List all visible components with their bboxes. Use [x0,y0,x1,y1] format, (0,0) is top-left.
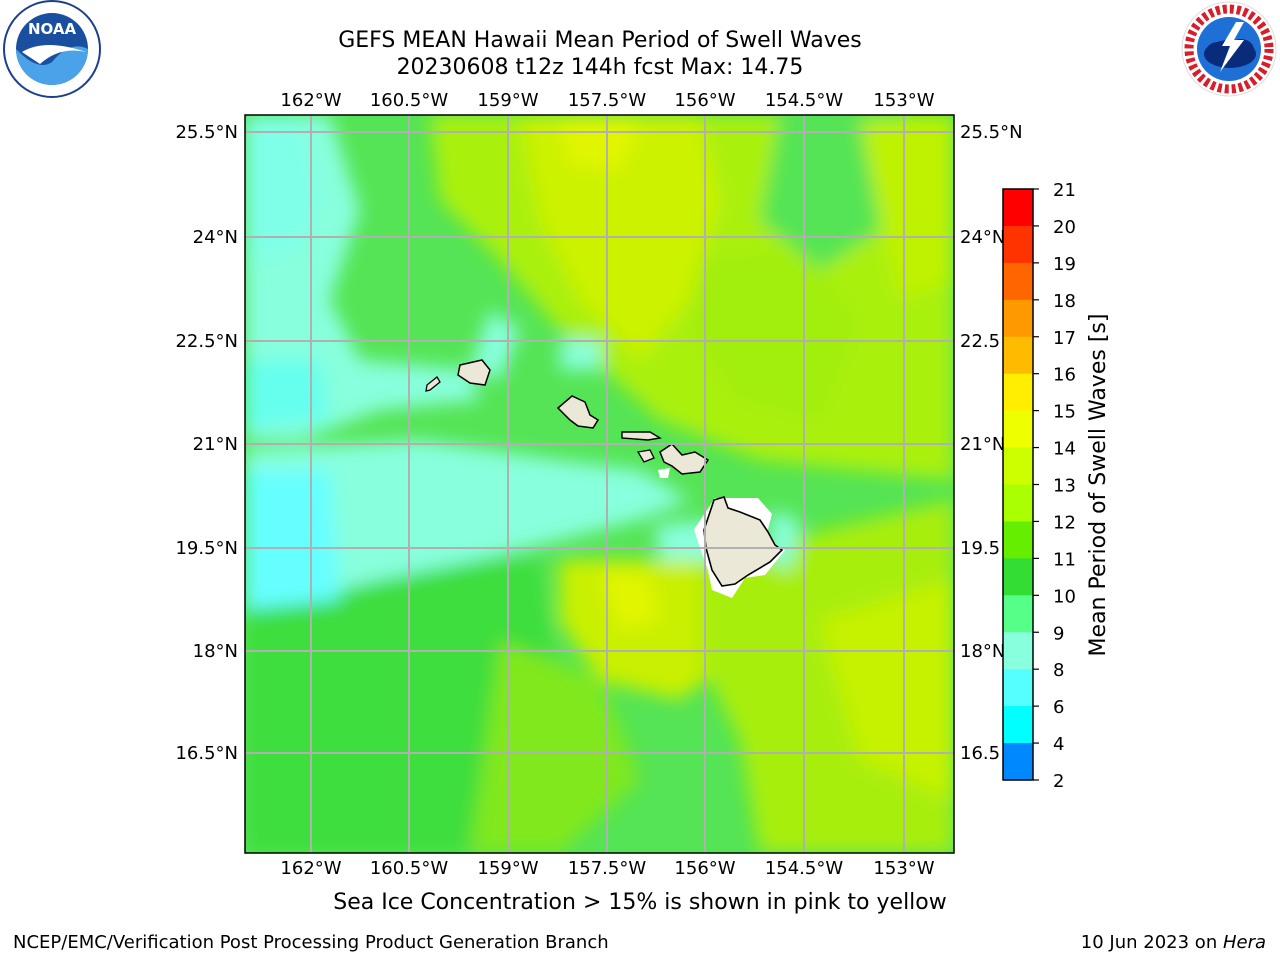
lat-tick-right: 24°N [960,227,1005,248]
colorbar-tick-label: 10 [1053,586,1076,607]
island-kauai [457,359,491,386]
footer-host: Hera [1222,932,1266,953]
colorbar-tick-label: 9 [1053,623,1064,644]
noaa-logo-text: NOAA [28,20,77,38]
latitude-ticks-right: 25.5°N 24°N 22.5 21°N 19.5 18°N 16.5 [960,122,1023,764]
footer-date: 10 Jun 2023 on Hera [1081,932,1266,953]
lon-tick-bottom: 160.5°W [370,858,449,879]
lon-tick-top: 157.5°W [568,90,647,111]
colorbar-tick-label: 14 [1053,439,1076,460]
lat-tick-right: 18°N [960,641,1005,662]
lat-tick-right: 25.5°N [960,122,1023,143]
lon-tick-top: 160.5°W [370,90,449,111]
map-subtitle: 20230608 t12z 144h fcst Max: 14.75 [396,55,804,80]
sea-ice-caption: Sea Ice Concentration > 15% is shown in … [333,890,947,915]
colorbar-band [1003,447,1033,485]
lon-tick-bottom: 157.5°W [568,858,647,879]
lat-tick-left: 25.5°N [175,122,238,143]
colorbar-tick-label: 2 [1053,771,1064,792]
colorbar-tick-label: 17 [1053,328,1076,349]
colorbar-tick-label: 8 [1053,660,1064,681]
colorbar-tick-label: 18 [1053,291,1076,312]
island-niihau [425,376,441,392]
colorbar-band [1003,336,1033,375]
colorbar-tick-label: 11 [1053,549,1076,570]
colorbar-tick-label: 19 [1053,254,1076,275]
colorbar-band [1003,262,1033,301]
lon-tick-top: 153°W [873,90,934,111]
lon-tick-bottom: 159°W [477,858,538,879]
lat-tick-left: 24°N [193,227,238,248]
map-title: GEFS MEAN Hawaii Mean Period of Swell Wa… [338,28,862,53]
colorbar-tick-label: 21 [1053,180,1076,201]
colorbar-band [1003,484,1033,522]
colorbar-band [1003,225,1033,264]
longitude-ticks-bottom: 162°W 160.5°W 159°W 157.5°W 156°W 154.5°W 153°… [280,858,934,879]
lat-tick-left: 19.5°N [175,538,238,559]
footer-credit: NCEP/EMC/Verification Post Processing Pr… [13,932,609,953]
colorbar-tick-label: 4 [1053,734,1064,755]
islands [425,359,785,598]
colorbar-band [1003,189,1033,227]
noaa-logo-icon: NOAA [3,0,101,98]
colorbar-tick-label: 13 [1053,476,1076,497]
lon-tick-bottom: 162°W [280,858,341,879]
lat-tick-left: 16.5°N [175,743,238,764]
swell-period-field [245,115,954,853]
island-oahu [556,395,600,429]
colorbar-band [1003,706,1033,744]
lat-tick-right: 19.5 [960,538,1000,559]
lon-tick-bottom: 154.5°W [765,858,844,879]
island-hawaii [703,496,784,587]
colorbar-band [1003,669,1033,707]
lat-tick-left: 18°N [193,641,238,662]
colorbar-band [1003,632,1033,670]
map-frame [244,114,955,854]
colorbar-tick-label: 20 [1053,217,1076,238]
nws-logo-icon [1181,1,1277,97]
lat-tick-left: 21°N [193,434,238,455]
lon-tick-top: 162°W [280,90,341,111]
map-gridlines [245,115,954,853]
colorbar: 21 20 19 18 17 16 15 14 13 12 11 10 9 8 6 4 2 [1002,180,1076,792]
colorbar-band [1003,410,1033,449]
colorbar-band [1003,373,1033,412]
lat-tick-right: 21°N [960,434,1005,455]
island-molokai [621,431,662,441]
island-kahoolawe [658,468,670,478]
longitude-ticks-top: 162°W 160.5°W 159°W 157.5°W 156°W 154.5°W 153°… [280,90,934,111]
lon-tick-top: 154.5°W [765,90,844,111]
lon-tick-top: 156°W [674,90,735,111]
island-lanai [636,449,655,463]
colorbar-label: Mean Period of Swell Waves [s] [1086,314,1111,657]
lon-tick-top: 159°W [477,90,538,111]
lon-tick-bottom: 156°W [674,858,735,879]
colorbar-tick-label: 6 [1053,697,1064,718]
lat-tick-right: 22.5 [960,331,1000,352]
latitude-ticks-left: 25.5°N 24°N 22.5°N 21°N 19.5°N 18°N 16.5°N [175,122,238,764]
colorbar-band [1003,595,1033,633]
footer-date-text: 10 Jun 2023 on [1080,932,1223,953]
colorbar-band [1003,521,1033,559]
colorbar-tick-label: 12 [1053,512,1076,533]
colorbar-tick-label: 16 [1053,365,1076,386]
colorbar-tick-label: 15 [1053,402,1076,423]
colorbar-band [1003,743,1033,781]
colorbar-band [1003,299,1033,338]
lon-tick-bottom: 153°W [873,858,934,879]
lat-tick-left: 22.5°N [175,331,238,352]
colorbar-band [1003,558,1033,596]
lat-tick-right: 16.5 [960,743,1000,764]
